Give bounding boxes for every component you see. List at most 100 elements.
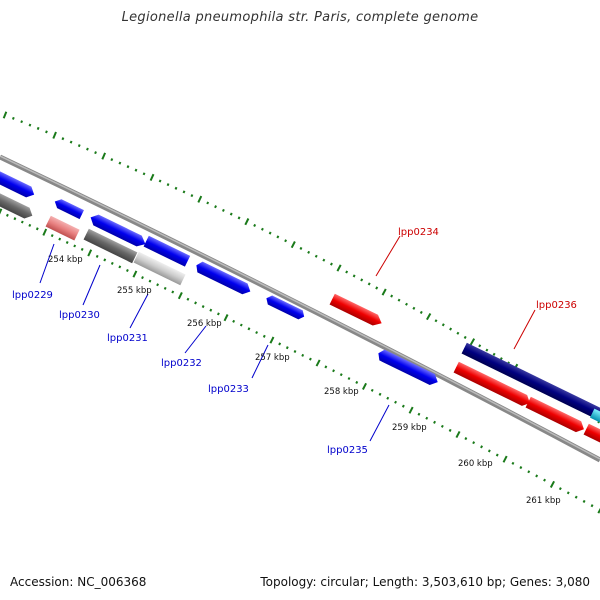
minor-tick <box>434 319 438 323</box>
gene-arrow-lpp0236-selected[interactable] <box>461 342 600 423</box>
minor-tick <box>390 294 394 298</box>
minor-tick <box>194 301 197 305</box>
label-leaders <box>39 235 536 442</box>
minor-tick <box>419 310 423 314</box>
major-tick <box>315 359 321 367</box>
gene-label-lpp0231[interactable]: lpp0231 <box>107 333 148 344</box>
minor-tick <box>190 194 194 198</box>
minor-tick <box>171 290 175 294</box>
tick-label: 255 kbp <box>117 286 152 296</box>
minor-tick <box>20 220 24 224</box>
tick-label: 256 kbp <box>187 319 222 329</box>
minor-tick <box>535 474 539 478</box>
tick-labels: 254 kbp 255 kbp 256 kbp 257 kbp 258 kbp … <box>48 255 561 506</box>
minor-tick <box>118 265 122 269</box>
minor-tick <box>574 495 578 499</box>
minor-tick <box>255 331 259 335</box>
major-tick <box>362 382 367 390</box>
gene-features[interactable] <box>0 169 600 449</box>
gene-label-lpp0230[interactable]: lpp0230 <box>59 310 100 321</box>
gene-labels[interactable]: lpp0229 lpp0230 lpp0231 lpp0232 lpp0233 … <box>12 227 577 456</box>
map-title: Legionella pneumophila str. Paris, compl… <box>121 10 479 25</box>
minor-tick <box>355 380 359 384</box>
minor-tick <box>28 223 32 227</box>
gene-arrow-lpp0234[interactable] <box>329 293 385 329</box>
genome-backbone <box>0 154 600 463</box>
gene-arrow-lpp0230[interactable] <box>88 212 148 250</box>
gene-label-lpp0235[interactable]: lpp0235 <box>327 445 368 456</box>
minor-tick <box>94 151 97 155</box>
minor-tick <box>370 388 374 392</box>
gene-arrow-red-right[interactable] <box>525 396 587 435</box>
genome-summary-text: Topology: circular; Length: 3,503,610 bp… <box>260 575 590 589</box>
gene-label-lpp0234[interactable]: lpp0234 <box>398 227 439 238</box>
minor-tick <box>103 258 107 262</box>
gene-arrow-lpp0232[interactable] <box>194 260 253 297</box>
minor-tick <box>378 392 382 396</box>
major-tick <box>502 455 508 463</box>
minor-tick <box>216 312 220 316</box>
major-tick <box>426 313 432 321</box>
major-tick <box>244 218 250 226</box>
gene-arrow-lpp0235[interactable] <box>376 348 441 388</box>
minor-tick <box>126 165 130 169</box>
major-tick <box>0 208 3 215</box>
gene-label-lpp0229[interactable]: lpp0229 <box>12 290 53 301</box>
minor-tick <box>268 231 272 235</box>
gene-arrow-lpp0233[interactable] <box>264 294 306 321</box>
major-tick <box>149 173 155 182</box>
gene-arrow-lpp0236[interactable] <box>453 361 533 409</box>
minor-tick <box>28 123 32 127</box>
minor-tick <box>375 286 379 290</box>
minor-tick <box>492 352 496 356</box>
major-tick <box>336 264 342 272</box>
minor-tick <box>472 441 476 445</box>
minor-tick <box>278 342 282 346</box>
gene-arrow-lpp0229[interactable] <box>53 197 84 220</box>
minor-tick <box>86 147 89 151</box>
minor-tick <box>511 461 515 465</box>
gene-arrow-red-edge[interactable] <box>583 423 600 449</box>
gene-label-lpp0233[interactable]: lpp0233 <box>208 384 249 395</box>
gene-label-lpp0232[interactable]: lpp0232 <box>161 358 202 369</box>
tick-label: 260 kbp <box>458 459 493 469</box>
tick-label: 259 kbp <box>392 423 427 433</box>
minor-tick <box>141 276 144 280</box>
minor-tick <box>95 254 99 258</box>
gene-arrow-lpp0231[interactable] <box>143 235 191 267</box>
gene-label-lpp0236[interactable]: lpp0236 <box>536 300 577 311</box>
gene-arrow-grey-0230[interactable] <box>83 228 138 264</box>
minor-tick <box>332 369 335 373</box>
minor-tick <box>156 283 160 287</box>
minor-tick <box>284 239 288 243</box>
minor-tick <box>5 213 9 217</box>
major-tick <box>269 336 275 344</box>
minor-tick <box>209 308 213 312</box>
minor-tick <box>347 377 351 381</box>
minor-tick <box>182 190 186 194</box>
minor-tick <box>394 400 397 404</box>
minor-tick <box>527 470 531 474</box>
gene-arrow-grey-left[interactable] <box>0 191 35 221</box>
minor-tick <box>440 424 444 428</box>
minor-tick <box>35 227 39 231</box>
minor-tick <box>69 140 73 144</box>
minor-tick <box>441 323 445 327</box>
minor-tick <box>386 396 390 400</box>
major-tick <box>52 131 57 139</box>
minor-tick <box>314 254 318 258</box>
minor-tick <box>425 416 429 420</box>
minor-tick <box>464 437 468 441</box>
minor-tick <box>308 357 312 361</box>
minor-tick <box>558 487 562 491</box>
minor-tick <box>65 240 69 245</box>
major-tick <box>42 228 48 236</box>
minor-tick <box>519 466 523 470</box>
gene-arrow-pink[interactable] <box>45 215 80 241</box>
minor-tick <box>237 216 241 220</box>
gene-arrow-cyan[interactable] <box>590 408 600 424</box>
gene-arrow-lpp0228[interactable] <box>0 169 37 200</box>
minor-tick <box>543 478 546 482</box>
gene-arrow-light-grey[interactable] <box>133 251 186 286</box>
